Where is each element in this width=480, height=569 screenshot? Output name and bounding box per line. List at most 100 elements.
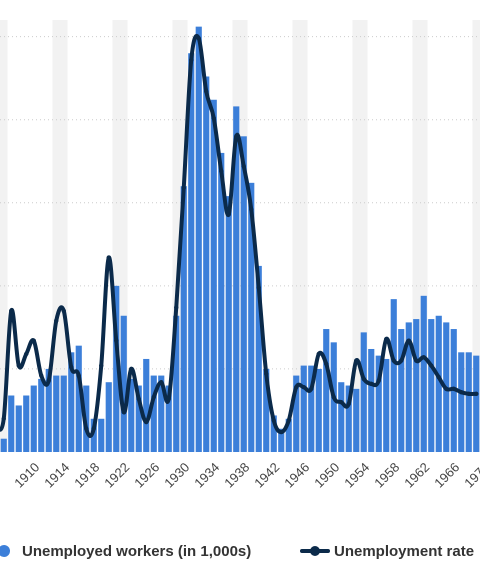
bar[interactable]: [0, 438, 7, 452]
rate-point[interactable]: [429, 363, 434, 368]
bar[interactable]: [15, 405, 22, 452]
rate-point[interactable]: [54, 318, 59, 323]
rate-point[interactable]: [234, 134, 239, 139]
rate-point[interactable]: [339, 399, 344, 405]
rate-point[interactable]: [106, 255, 111, 260]
bar[interactable]: [188, 53, 195, 452]
bar[interactable]: [38, 378, 45, 452]
rate-point[interactable]: [391, 358, 396, 363]
bar[interactable]: [398, 329, 405, 452]
bar[interactable]: [218, 152, 225, 452]
bar[interactable]: [143, 358, 150, 452]
rate-point[interactable]: [39, 373, 44, 378]
rate-point[interactable]: [159, 380, 164, 385]
bar[interactable]: [465, 352, 472, 452]
bar[interactable]: [75, 345, 82, 452]
rate-point[interactable]: [16, 363, 21, 368]
rate-point[interactable]: [61, 308, 66, 313]
bar[interactable]: [263, 368, 270, 452]
bar[interactable]: [458, 352, 465, 452]
bar[interactable]: [360, 332, 367, 452]
rate-point[interactable]: [31, 338, 36, 343]
bar[interactable]: [405, 322, 412, 452]
bar[interactable]: [45, 368, 52, 452]
rate-point[interactable]: [414, 358, 419, 363]
bar[interactable]: [165, 385, 172, 452]
bar[interactable]: [113, 285, 120, 452]
rate-point[interactable]: [331, 394, 336, 400]
rate-point[interactable]: [9, 308, 14, 313]
rate-point[interactable]: [384, 336, 389, 342]
bar[interactable]: [375, 355, 382, 452]
rate-point[interactable]: [189, 57, 194, 63]
rate-point[interactable]: [406, 338, 411, 343]
rate-point[interactable]: [226, 212, 231, 217]
bar[interactable]: [240, 136, 247, 453]
bar[interactable]: [225, 196, 232, 452]
bar[interactable]: [270, 415, 277, 452]
rate-point[interactable]: [196, 36, 201, 41]
rate-point[interactable]: [181, 185, 186, 191]
bar[interactable]: [195, 26, 202, 453]
bar[interactable]: [173, 315, 180, 452]
legend-item-bars[interactable]: Unemployed workers (in 1,000s): [0, 543, 251, 560]
bar[interactable]: [248, 182, 255, 453]
rate-point[interactable]: [376, 378, 381, 383]
rate-point[interactable]: [24, 351, 29, 357]
rate-point[interactable]: [346, 401, 351, 407]
rate-point[interactable]: [99, 363, 104, 368]
bar[interactable]: [60, 375, 67, 452]
rate-point[interactable]: [279, 429, 284, 435]
bar[interactable]: [128, 378, 135, 452]
rate-point[interactable]: [69, 365, 74, 370]
rate-point[interactable]: [466, 391, 471, 397]
bar[interactable]: [435, 315, 442, 452]
rate-point[interactable]: [114, 338, 119, 343]
rate-point[interactable]: [91, 426, 96, 431]
bar[interactable]: [308, 365, 315, 452]
bar[interactable]: [135, 385, 142, 452]
bar[interactable]: [413, 319, 420, 452]
rate-point[interactable]: [136, 396, 141, 402]
rate-point[interactable]: [271, 418, 276, 423]
bar[interactable]: [30, 385, 37, 452]
bar[interactable]: [293, 375, 300, 452]
rate-point[interactable]: [241, 164, 246, 169]
bar[interactable]: [428, 319, 435, 452]
bar[interactable]: [68, 352, 75, 452]
legend[interactable]: Unemployed workers (in 1,000s) Unemploym…: [0, 543, 474, 560]
rate-point[interactable]: [436, 375, 441, 380]
bar[interactable]: [285, 418, 292, 452]
rate-point[interactable]: [144, 419, 149, 425]
rate-point[interactable]: [46, 378, 51, 383]
bar[interactable]: [315, 368, 322, 452]
rate-point[interactable]: [84, 426, 89, 431]
rate-point[interactable]: [309, 386, 314, 392]
bar[interactable]: [300, 365, 307, 452]
rate-point[interactable]: [444, 386, 449, 392]
rate-point[interactable]: [219, 169, 224, 174]
rate-point[interactable]: [354, 358, 359, 363]
rate-point[interactable]: [121, 409, 126, 415]
rate-point[interactable]: [76, 373, 81, 378]
bar[interactable]: [338, 382, 345, 452]
rate-point[interactable]: [301, 385, 306, 390]
bar[interactable]: [278, 428, 285, 452]
bar[interactable]: [105, 382, 112, 452]
bar[interactable]: [180, 186, 187, 452]
bar[interactable]: [383, 358, 390, 452]
bar[interactable]: [203, 76, 210, 452]
rate-point[interactable]: [256, 285, 261, 290]
rate-point[interactable]: [151, 394, 156, 400]
rate-point[interactable]: [249, 207, 254, 212]
rate-point[interactable]: [459, 389, 464, 395]
rate-point[interactable]: [451, 386, 456, 392]
bar[interactable]: [390, 299, 397, 452]
bar[interactable]: [323, 329, 330, 452]
bar[interactable]: [473, 355, 480, 452]
rate-point[interactable]: [264, 371, 269, 377]
rate-point[interactable]: [1, 416, 6, 421]
rate-point[interactable]: [166, 396, 171, 402]
bar[interactable]: [8, 395, 15, 452]
rate-point[interactable]: [174, 305, 179, 310]
